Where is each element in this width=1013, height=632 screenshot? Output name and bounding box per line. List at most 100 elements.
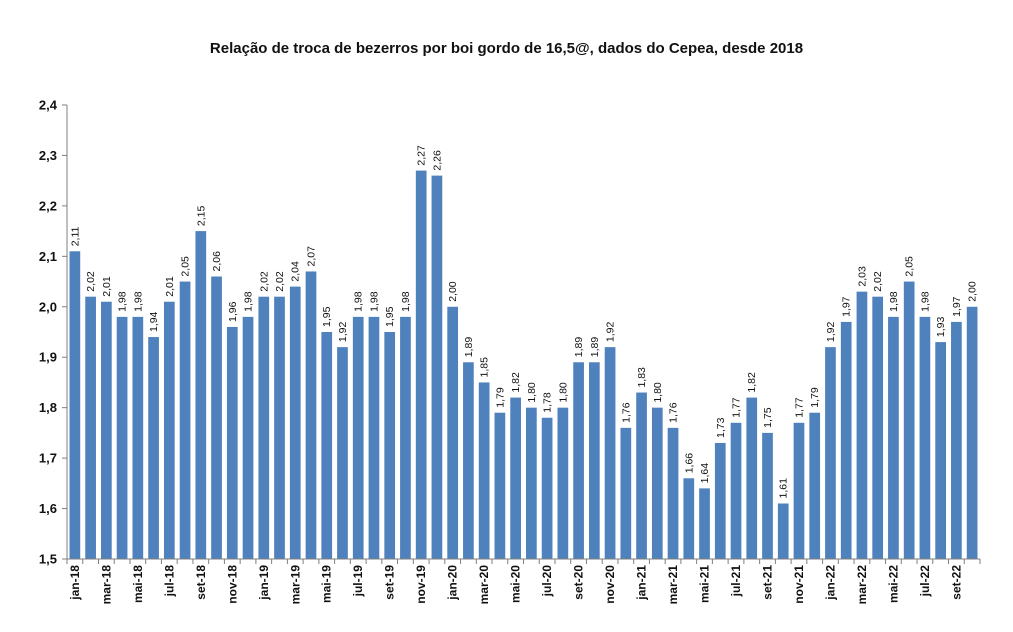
- bar-data-label: 2,02: [872, 271, 884, 292]
- x-tick-label: jan-20: [446, 565, 460, 601]
- bar-data-label: 1,82: [510, 372, 522, 393]
- bar: [352, 316, 364, 559]
- bar-data-label: 2,03: [856, 266, 868, 287]
- bar-data-label: 1,64: [699, 463, 711, 484]
- bar-data-label: 1,95: [321, 306, 333, 327]
- bar: [840, 321, 852, 559]
- x-tick-label: mar-21: [666, 565, 680, 605]
- bar-data-label: 1,82: [746, 372, 758, 393]
- x-tick-label: mai-20: [509, 565, 523, 603]
- x-tick-label: jul-19: [351, 565, 365, 598]
- x-tick-label: mai-22: [886, 565, 900, 603]
- bar: [604, 347, 616, 559]
- bar: [321, 332, 333, 559]
- bar-data-label: 1,92: [605, 322, 617, 343]
- bar-data-label: 1,93: [935, 316, 947, 337]
- bar-data-label: 2,02: [274, 271, 286, 292]
- bar: [919, 316, 931, 559]
- bar: [211, 276, 222, 559]
- bar: [966, 306, 978, 559]
- bar-data-label: 1,61: [778, 478, 790, 499]
- bar-data-label: 2,07: [305, 246, 317, 267]
- bar: [809, 412, 821, 559]
- x-tick-label: jul-20: [540, 565, 554, 598]
- y-tick-label: 2,3: [39, 148, 57, 163]
- bar-data-label: 1,97: [951, 296, 963, 317]
- bar-data-label: 2,27: [416, 145, 428, 166]
- y-tick-label: 2,2: [39, 198, 57, 213]
- x-tick-label: nov-19: [414, 565, 428, 604]
- bar-data-label: 1,76: [620, 402, 632, 423]
- bar-data-label: 2,04: [290, 261, 302, 282]
- bar: [463, 362, 474, 559]
- bar: [101, 301, 112, 559]
- bar-data-label: 1,98: [117, 291, 129, 312]
- bar: [699, 488, 710, 559]
- bar: [620, 427, 632, 559]
- x-tick-label: nov-20: [603, 565, 617, 604]
- bar-data-label: 1,85: [479, 357, 491, 378]
- bar: [400, 316, 411, 559]
- x-tick-label: jan-19: [257, 565, 271, 601]
- bars: 2,112,02 2,011,98 1,981,942,012,052,152,06…: [69, 145, 979, 560]
- bar: [856, 291, 868, 559]
- bar-data-label: 1,92: [337, 322, 349, 343]
- bar-data-label: 2,11: [69, 226, 81, 246]
- bar-data-label: 1,89: [573, 337, 585, 358]
- bar-data-label: 1,79: [809, 387, 821, 408]
- bar-data-label: 1,98: [888, 291, 900, 312]
- bar: [746, 397, 758, 559]
- bar: [69, 251, 81, 560]
- bar: [305, 271, 317, 559]
- bar: [510, 397, 521, 559]
- bar-data-label: 2,15: [195, 206, 207, 227]
- bar: [179, 281, 191, 559]
- y-tick-label: 1,7: [39, 451, 57, 466]
- x-tick-label: nov-21: [792, 565, 806, 604]
- bar-data-label: 1,96: [227, 301, 239, 322]
- x-tick-label: jul-22: [918, 565, 932, 598]
- bar-data-label: 1,76: [668, 402, 680, 423]
- bar: [825, 347, 836, 559]
- x-tick-label: mar-19: [288, 565, 302, 605]
- bar-data-label: 1,78: [542, 392, 554, 413]
- bar-data-label: 2,01: [164, 276, 176, 297]
- x-tick-label: jul-18: [162, 565, 176, 598]
- bar-data-label: 1,98: [400, 291, 412, 312]
- x-tick-label: mai-19: [320, 565, 334, 603]
- bar-data-label: 2,02: [258, 271, 270, 292]
- x-axis: jan-18 mar-18 mai-18 jul-18 set-18 nov-18 jan-…: [66, 558, 981, 605]
- bar-data-label: 1,83: [636, 367, 648, 388]
- x-tick-label: set-21: [760, 565, 774, 600]
- bar: [494, 412, 506, 559]
- bar: [274, 296, 285, 559]
- bar: [651, 407, 663, 559]
- bar-data-label: 2,05: [904, 256, 916, 277]
- x-tick-label: set-22: [949, 565, 963, 600]
- y-tick-label: 1,6: [39, 501, 57, 516]
- bar: [903, 281, 915, 559]
- bar-data-label: 1,94: [148, 311, 160, 332]
- bar: [935, 342, 946, 559]
- x-tick-label: jan-22: [823, 565, 837, 601]
- y-tick-label: 1,5: [39, 552, 57, 567]
- bar-data-label: 1,79: [494, 387, 506, 408]
- bar-data-label: 1,92: [825, 322, 837, 343]
- bar: [557, 407, 569, 559]
- bar-data-label: 1,98: [919, 291, 931, 312]
- bar: [289, 286, 301, 559]
- bar: [683, 478, 695, 559]
- y-axis: 1,5 1,6 1,7 1,8 1,9 2,0 2,1 2,2 2,3 2,4: [39, 98, 68, 567]
- bar: [242, 316, 254, 559]
- y-tick-label: 2,0: [39, 299, 57, 314]
- bar-data-label: 1,98: [243, 291, 255, 312]
- bar-data-label: 2,06: [211, 251, 223, 272]
- bar-data-label: 1,97: [841, 296, 853, 317]
- bar: [85, 296, 96, 559]
- y-tick-label: 2,1: [39, 249, 57, 264]
- bar-data-label: 1,73: [715, 417, 727, 438]
- x-tick-label: mai-18: [131, 565, 145, 603]
- bar: [447, 306, 459, 559]
- bar: [541, 417, 553, 559]
- bar: [951, 321, 962, 559]
